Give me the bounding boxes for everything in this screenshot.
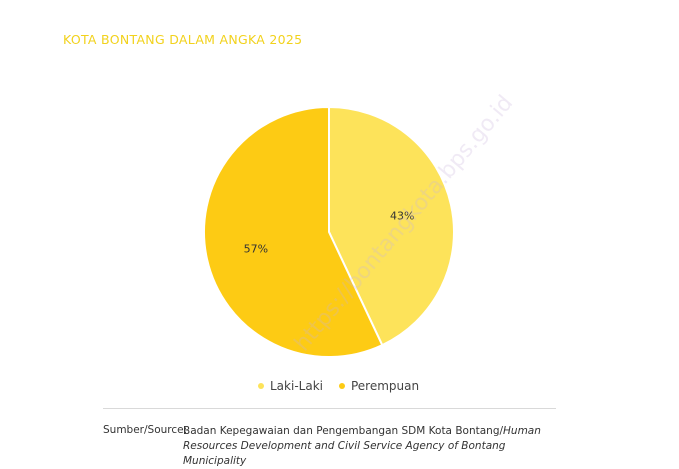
source-label: Sumber/Source: [103,424,188,436]
source-text-italic: Human Resources Development and Civil Se… [183,425,541,467]
legend-label-laki-laki: Laki-Laki [270,379,323,393]
source-text-regular: Badan Kepegawaian dan Pengembangan SDM K… [183,425,504,437]
legend-swatch-laki-laki [258,383,264,389]
page-title: KOTA BONTANG DALAM ANGKA 2025 [63,32,303,47]
pie-slice-laki-laki[interactable] [328,105,455,347]
source-divider [103,408,556,409]
pie-slice-perempuan[interactable] [203,105,384,358]
legend-item-laki-laki[interactable]: Laki-Laki [258,379,323,393]
pie-label-perempuan: 57% [244,242,268,255]
legend-swatch-perempuan [338,383,345,389]
pie-label-laki-laki: 43% [390,210,414,223]
legend-item-perempuan[interactable]: Perempuan [338,379,420,393]
chart-legend: Laki-Laki Perempuan [258,379,419,393]
source-text: Badan Kepegawaian dan Pengembangan SDM K… [183,424,543,469]
legend-label-perempuan: Perempuan [350,379,420,393]
